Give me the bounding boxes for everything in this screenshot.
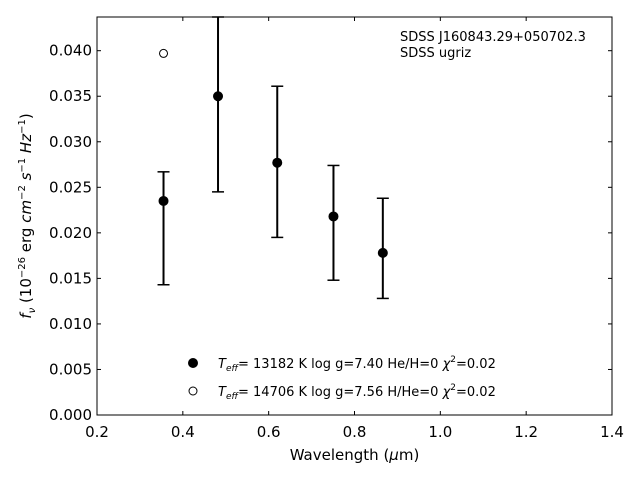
observed-point bbox=[328, 211, 339, 222]
legend-marker-filled bbox=[188, 358, 198, 368]
legend-entry-filled: Teff= 13182 K log g=7.40 He/H=0 χ2=0.02 bbox=[218, 355, 496, 374]
y-tick-label: 0.025 bbox=[49, 178, 92, 196]
y-tick-label: 0.030 bbox=[49, 133, 92, 151]
y-tick-label: 0.000 bbox=[49, 406, 92, 424]
x-tick-label: 0.2 bbox=[85, 423, 109, 441]
error-bars bbox=[157, 16, 389, 300]
y-tick-label: 0.020 bbox=[49, 224, 92, 242]
plot-area bbox=[96, 16, 613, 416]
y-tick-label: 0.010 bbox=[49, 315, 92, 333]
observed-point bbox=[213, 91, 224, 102]
observed-point bbox=[272, 157, 283, 168]
y-tick-label: 0.015 bbox=[49, 269, 92, 287]
observed-point bbox=[377, 247, 388, 258]
x-tick-label: 0.4 bbox=[171, 423, 195, 441]
model-point bbox=[159, 48, 169, 58]
annotation-object-name: SDSS J160843.29+050702.3 bbox=[400, 30, 586, 45]
x-tick-label: 0.8 bbox=[343, 423, 367, 441]
x-axis: 0.2 0.4 0.6 0.8 1.0 1.2 1.4 bbox=[85, 17, 624, 441]
x-tick-label: 1.2 bbox=[514, 423, 538, 441]
x-axis-title: Wavelength (μm) bbox=[290, 446, 420, 464]
y-tick-label: 0.005 bbox=[49, 360, 92, 378]
x-tick-label: 0.6 bbox=[257, 423, 281, 441]
legend-marker-open bbox=[188, 386, 198, 396]
legend: Teff= 13182 K log g=7.40 He/H=0 χ2=0.02 … bbox=[188, 355, 496, 402]
y-axis-title: fν (10−26 erg cm−2 s−1 Hz−1) bbox=[17, 113, 38, 318]
x-tick-label: 1.0 bbox=[428, 423, 452, 441]
legend-entry-open: Teff= 14706 K log g=7.56 H/He=0 χ2=0.02 bbox=[218, 383, 496, 402]
x-tick-label: 1.4 bbox=[600, 423, 624, 441]
annotation-filters: SDSS ugriz bbox=[400, 46, 471, 61]
y-tick-label: 0.040 bbox=[49, 42, 92, 60]
observed-point bbox=[158, 195, 169, 206]
data-markers bbox=[158, 48, 388, 258]
y-axis: 0.000 0.005 0.010 0.015 0.020 0.025 0.030 0.035… bbox=[49, 42, 612, 424]
y-tick-label: 0.035 bbox=[49, 87, 92, 105]
